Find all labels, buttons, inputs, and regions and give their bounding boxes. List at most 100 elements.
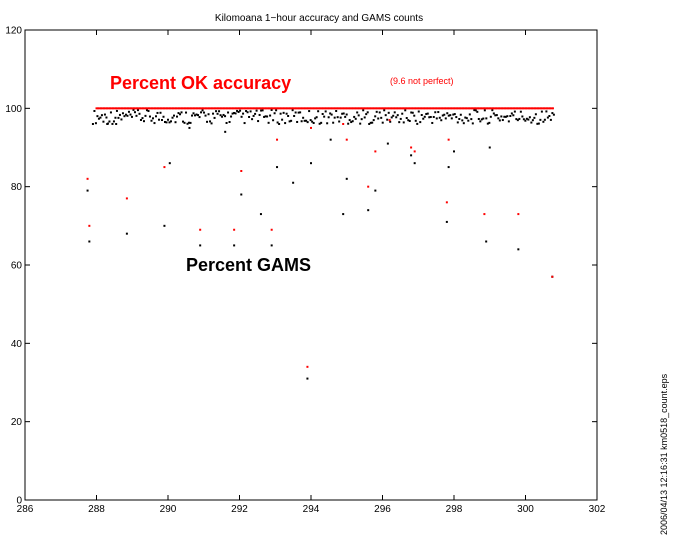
gams-point bbox=[192, 112, 195, 115]
gams-point bbox=[513, 110, 516, 113]
ok-point bbox=[439, 107, 442, 110]
ok-point bbox=[305, 107, 308, 110]
ok-point bbox=[304, 107, 307, 110]
ok-point bbox=[281, 107, 284, 110]
gams-point bbox=[236, 109, 239, 112]
gams-point bbox=[88, 240, 91, 243]
gams-point bbox=[468, 113, 471, 116]
gams-point bbox=[120, 118, 123, 121]
gams-point bbox=[488, 121, 491, 124]
gams-point bbox=[266, 115, 269, 118]
gams-point bbox=[264, 115, 267, 118]
ok-point bbox=[412, 107, 415, 110]
gams-point bbox=[311, 120, 314, 123]
gams-point bbox=[347, 122, 350, 125]
ok-point bbox=[316, 107, 319, 110]
ok-point bbox=[454, 107, 457, 110]
ok-point bbox=[403, 107, 406, 110]
gams-point bbox=[356, 111, 359, 114]
ok-point bbox=[125, 107, 128, 110]
gams-point bbox=[497, 117, 500, 120]
x-tick-label: 298 bbox=[446, 504, 463, 515]
ok-point bbox=[419, 107, 422, 110]
gams-point bbox=[522, 118, 525, 121]
gams-point bbox=[366, 111, 369, 114]
gams-point bbox=[281, 118, 284, 121]
gams-point bbox=[350, 121, 353, 124]
ok-point bbox=[509, 107, 512, 110]
ok-point bbox=[374, 107, 377, 110]
ok-point bbox=[343, 107, 346, 110]
gams-point bbox=[94, 122, 97, 125]
ok-point bbox=[217, 107, 220, 110]
ok-point bbox=[529, 107, 532, 110]
gams-point bbox=[339, 116, 342, 119]
gams-point bbox=[139, 118, 142, 121]
ok-point bbox=[306, 365, 309, 368]
ok-point bbox=[496, 107, 499, 110]
ok-point bbox=[98, 107, 101, 110]
ok-point bbox=[482, 107, 485, 110]
gams-point bbox=[91, 123, 94, 125]
chart-title: Kilomoana 1−hour accuracy and GAMS count… bbox=[215, 13, 423, 24]
gams-point bbox=[272, 119, 275, 122]
ok-point bbox=[259, 107, 262, 110]
gams-point bbox=[549, 118, 552, 121]
ok-point bbox=[331, 107, 334, 110]
ok-point bbox=[308, 107, 311, 110]
gams-point bbox=[100, 114, 103, 117]
ok-point bbox=[251, 107, 254, 110]
gams-point bbox=[188, 126, 191, 129]
gams-point bbox=[371, 121, 374, 124]
ok-point bbox=[445, 107, 448, 110]
ok-point bbox=[128, 107, 131, 110]
ok-point bbox=[523, 107, 526, 110]
gams-point bbox=[191, 114, 194, 117]
gams-point bbox=[121, 112, 124, 115]
ok-point bbox=[278, 107, 281, 110]
gams-point bbox=[479, 120, 482, 123]
ok-point bbox=[187, 107, 190, 110]
gams-point bbox=[543, 118, 546, 121]
gams-point bbox=[473, 109, 476, 112]
gams-point bbox=[306, 377, 309, 380]
ok-point bbox=[479, 107, 482, 110]
ok-point bbox=[256, 107, 259, 110]
gams-point bbox=[285, 112, 288, 115]
gams-point bbox=[171, 116, 174, 119]
gams-point bbox=[501, 119, 504, 122]
ok-point bbox=[545, 107, 548, 110]
ok-point bbox=[541, 107, 544, 110]
gams-point bbox=[206, 120, 209, 123]
ok-point bbox=[230, 107, 233, 110]
gams-point bbox=[233, 111, 236, 114]
gams-point bbox=[426, 112, 429, 115]
gams-point bbox=[294, 111, 297, 114]
ok-point bbox=[544, 107, 547, 110]
ok-point bbox=[164, 107, 167, 110]
gams-point bbox=[506, 115, 509, 118]
ok-point bbox=[467, 107, 470, 110]
gams-point bbox=[411, 111, 414, 114]
x-tick-label: 286 bbox=[17, 504, 34, 515]
gams-point bbox=[248, 115, 251, 118]
ok-point bbox=[505, 107, 508, 110]
ok-point bbox=[110, 107, 113, 110]
ok-point bbox=[134, 107, 137, 110]
ok-point bbox=[406, 107, 409, 110]
ok-point bbox=[448, 107, 451, 110]
gams-point bbox=[188, 121, 191, 124]
gams-point bbox=[345, 113, 348, 116]
gams-point bbox=[276, 121, 279, 124]
ok-point bbox=[139, 107, 142, 110]
ok-point bbox=[116, 107, 119, 110]
gams-point bbox=[314, 117, 317, 120]
gams-point bbox=[533, 116, 536, 119]
ok-point bbox=[550, 107, 553, 110]
ok-point bbox=[397, 107, 400, 110]
gams-point bbox=[392, 114, 395, 117]
gams-point bbox=[416, 122, 419, 125]
ok-point bbox=[518, 107, 521, 110]
gams-point bbox=[344, 115, 347, 118]
gams-point bbox=[524, 119, 527, 122]
